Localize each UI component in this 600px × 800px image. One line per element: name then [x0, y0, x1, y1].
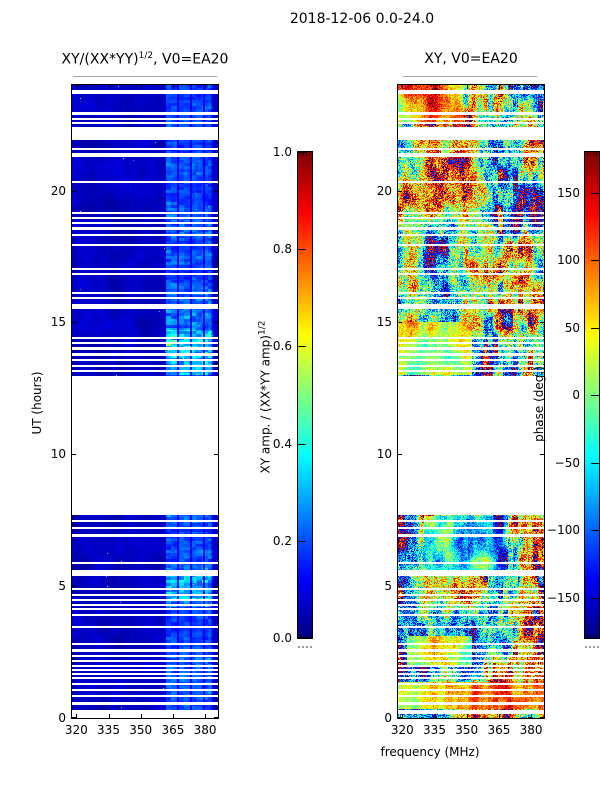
y-tick-label: 5: [58, 579, 66, 594]
figure-title: 2018-12-06 0.0-24.0: [289, 11, 435, 27]
colorbar-tick-label: 0: [572, 388, 580, 402]
left-panel-title: XY/(XX*YY)1/2, V0=EA20: [62, 51, 229, 68]
colorbar-tick-label: −50: [554, 455, 580, 470]
left-colorbar-label-main: XY amp. / (XX*YY amp): [258, 335, 273, 474]
left-colorbar-label-sup: 1/2: [257, 320, 268, 336]
right-colorbar-label: phase (deg.): [532, 366, 546, 442]
x-tick-label: 365: [161, 723, 185, 737]
right-colorbar: [584, 151, 600, 639]
colorbar-tick-label: 50: [564, 320, 580, 335]
left-colorbar: [297, 151, 313, 639]
y-tick-label: 0: [384, 711, 392, 725]
left-panel-title-sup: 1/2: [138, 51, 154, 61]
colorbar-tick-label: 150: [557, 185, 580, 200]
y-tick-label: 5: [384, 579, 392, 594]
x-tick-label: 365: [487, 723, 511, 737]
x-tick-label: 335: [97, 723, 120, 737]
colorbar-tick-label: 100: [557, 253, 580, 267]
y-tick-label: 10: [50, 447, 66, 462]
x-tick-label: 380: [193, 723, 217, 737]
left-colorbar-minor-dots: [298, 646, 312, 648]
y-tick-label: 0: [58, 711, 66, 725]
right-heatmap-phase: [397, 84, 545, 719]
left-panel-title-rest: , V0=EA20: [153, 51, 229, 68]
colorbar-tick-label: −100: [547, 523, 580, 537]
x-tick-label: 350: [455, 723, 479, 737]
colorbar-tick-label: −150: [547, 590, 580, 605]
colorbar-tick-label: 0.6: [272, 339, 292, 354]
y-tick-label: 10: [376, 447, 392, 462]
y-tick-label: 15: [376, 315, 392, 330]
y-axis-label: UT (hours): [30, 371, 44, 435]
colorbar-tick-label: 0.0: [272, 631, 292, 645]
colorbar-tick-label: 1.0: [272, 145, 292, 159]
x-tick-label: 320: [390, 723, 414, 737]
y-tick-label: 20: [376, 183, 392, 198]
x-tick-label: 350: [129, 723, 153, 737]
x-tick-label: 335: [423, 723, 446, 737]
left-panel-title-main: XY/(XX*YY): [61, 51, 139, 68]
colorbar-tick-label: 0.4: [272, 436, 292, 451]
y-tick-label: 20: [50, 183, 66, 198]
left-title-underline: [73, 76, 217, 77]
right-panel-title-main: XY, V0=EA20: [424, 51, 518, 67]
colorbar-tick-label: 0.8: [272, 242, 292, 257]
right-panel-title: XY, V0=EA20: [424, 51, 518, 67]
y-tick-label: 15: [50, 315, 66, 330]
x-tick-label: 320: [64, 723, 88, 737]
colorbar-tick-label: 0.2: [272, 533, 292, 548]
x-axis-label: frequency (MHz): [380, 745, 480, 759]
x-tick-label: 380: [519, 723, 543, 737]
left-heatmap-amplitude: [71, 84, 219, 719]
right-colorbar-minor-dots: [585, 646, 599, 648]
right-title-underline: [403, 76, 537, 77]
